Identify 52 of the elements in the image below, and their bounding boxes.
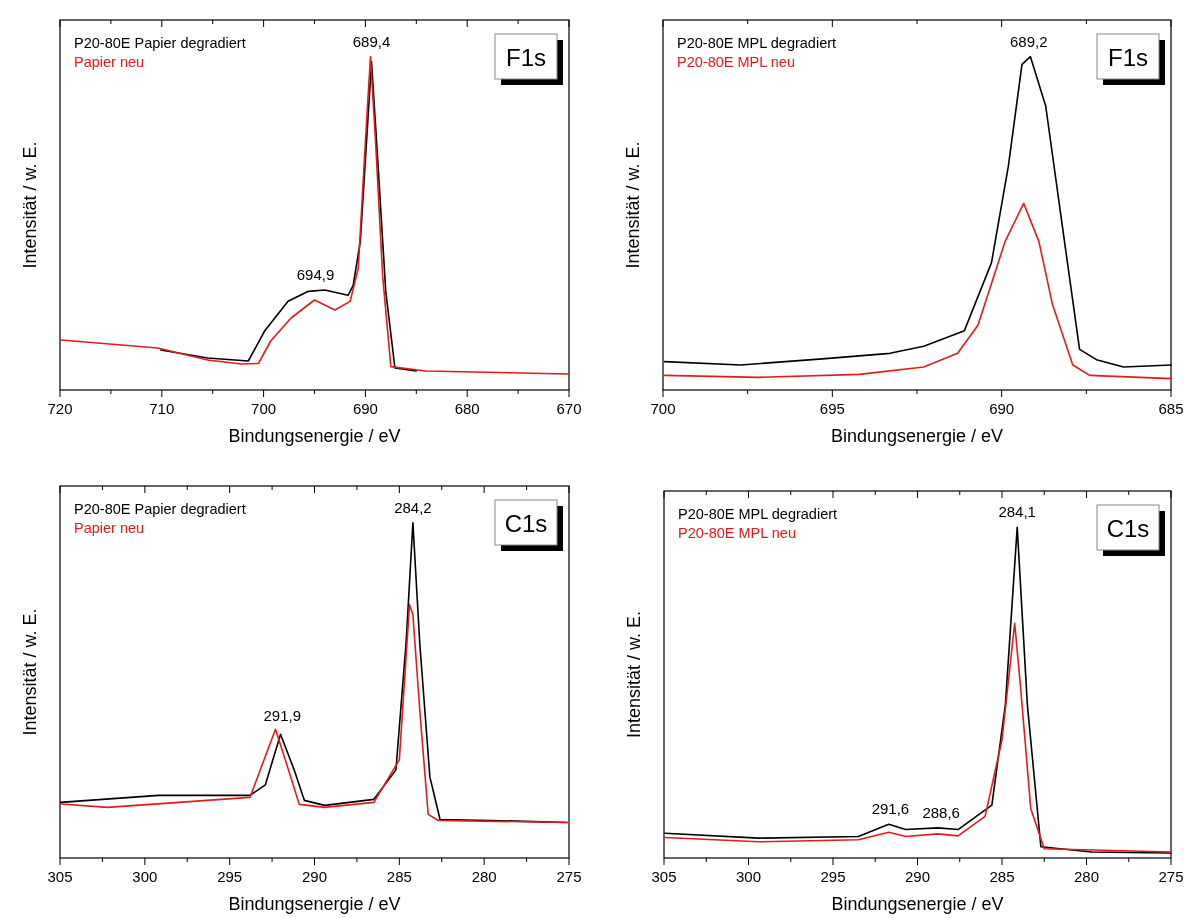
x-tick-label: 720 [47, 400, 73, 417]
x-tick-label: 300 [132, 868, 158, 885]
legend-label: P20-80E MPL degradiert [678, 506, 838, 522]
x-tick-label: 690 [352, 400, 378, 417]
annotation: 291,6 [871, 800, 910, 818]
x-tick-label: 290 [301, 868, 328, 885]
x-axis-title: Bindungsenergie / eV [830, 426, 1004, 446]
text: Papier neu [74, 520, 145, 536]
annotation: 291,9 [263, 706, 302, 724]
annotation: F1s [1107, 44, 1149, 71]
x-tick-label: 690 [989, 400, 1015, 417]
y-axis-title: Intensität / w. E. [624, 610, 644, 739]
x-tick-label: 670 [556, 400, 582, 417]
x-tick-label: 280 [471, 868, 497, 885]
x-tick-label: 685 [1158, 400, 1184, 417]
x-tick-label: 700 [251, 400, 277, 417]
x-tick-label: 295 [217, 868, 243, 885]
x-tick-label: 680 [454, 400, 480, 417]
x-tick-label: 710 [149, 400, 175, 417]
annotation: 689,4 [352, 32, 391, 50]
x-tick-label: 700 [650, 400, 676, 417]
y-axis-title: Intensität / w. E. [20, 608, 40, 736]
x-tick-label: 275 [556, 868, 582, 885]
y-axis-title: Intensität / w. E. [20, 141, 40, 269]
text: Papier neu [74, 54, 145, 70]
annotation: 288,6 [922, 803, 960, 821]
x-axis-title: Bindungsenergie / eV [228, 426, 401, 446]
x-axis-title: Bindungsenergie / eV [228, 894, 401, 914]
x-tick-label: 305 [47, 868, 73, 885]
annotation: F1s [505, 44, 547, 71]
x-tick-label: 275 [1158, 868, 1184, 885]
legend-label: P20-80E Papier degradiert [74, 501, 246, 517]
annotation: 694,9 [296, 266, 335, 283]
x-tick-label: 300 [735, 868, 762, 885]
legend-label: P20-80E Papier degradiert [74, 35, 246, 51]
annotation: C1s [1106, 515, 1150, 542]
annotation: 284,1 [998, 503, 1036, 521]
x-tick-label: 290 [904, 868, 931, 885]
y-axis-title: Intensität / w. E. [623, 141, 643, 269]
text: P20-80E MPL neu [677, 54, 795, 70]
annotation: 689,2 [1009, 32, 1048, 50]
x-tick-label: 280 [1073, 868, 1100, 885]
legend-label: P20-80E MPL degradiert [677, 35, 837, 51]
x-tick-label: 695 [819, 400, 845, 417]
x-tick-label: 295 [820, 868, 846, 885]
x-tick-label: 285 [989, 868, 1015, 885]
text: P20-80E MPL neu [678, 525, 796, 541]
annotation: C1s [504, 510, 548, 537]
annotation: 284,2 [394, 498, 432, 516]
x-tick-label: 285 [386, 868, 412, 885]
x-tick-label: 305 [651, 868, 677, 885]
x-axis-title: Bindungsenergie / eV [831, 894, 1004, 914]
